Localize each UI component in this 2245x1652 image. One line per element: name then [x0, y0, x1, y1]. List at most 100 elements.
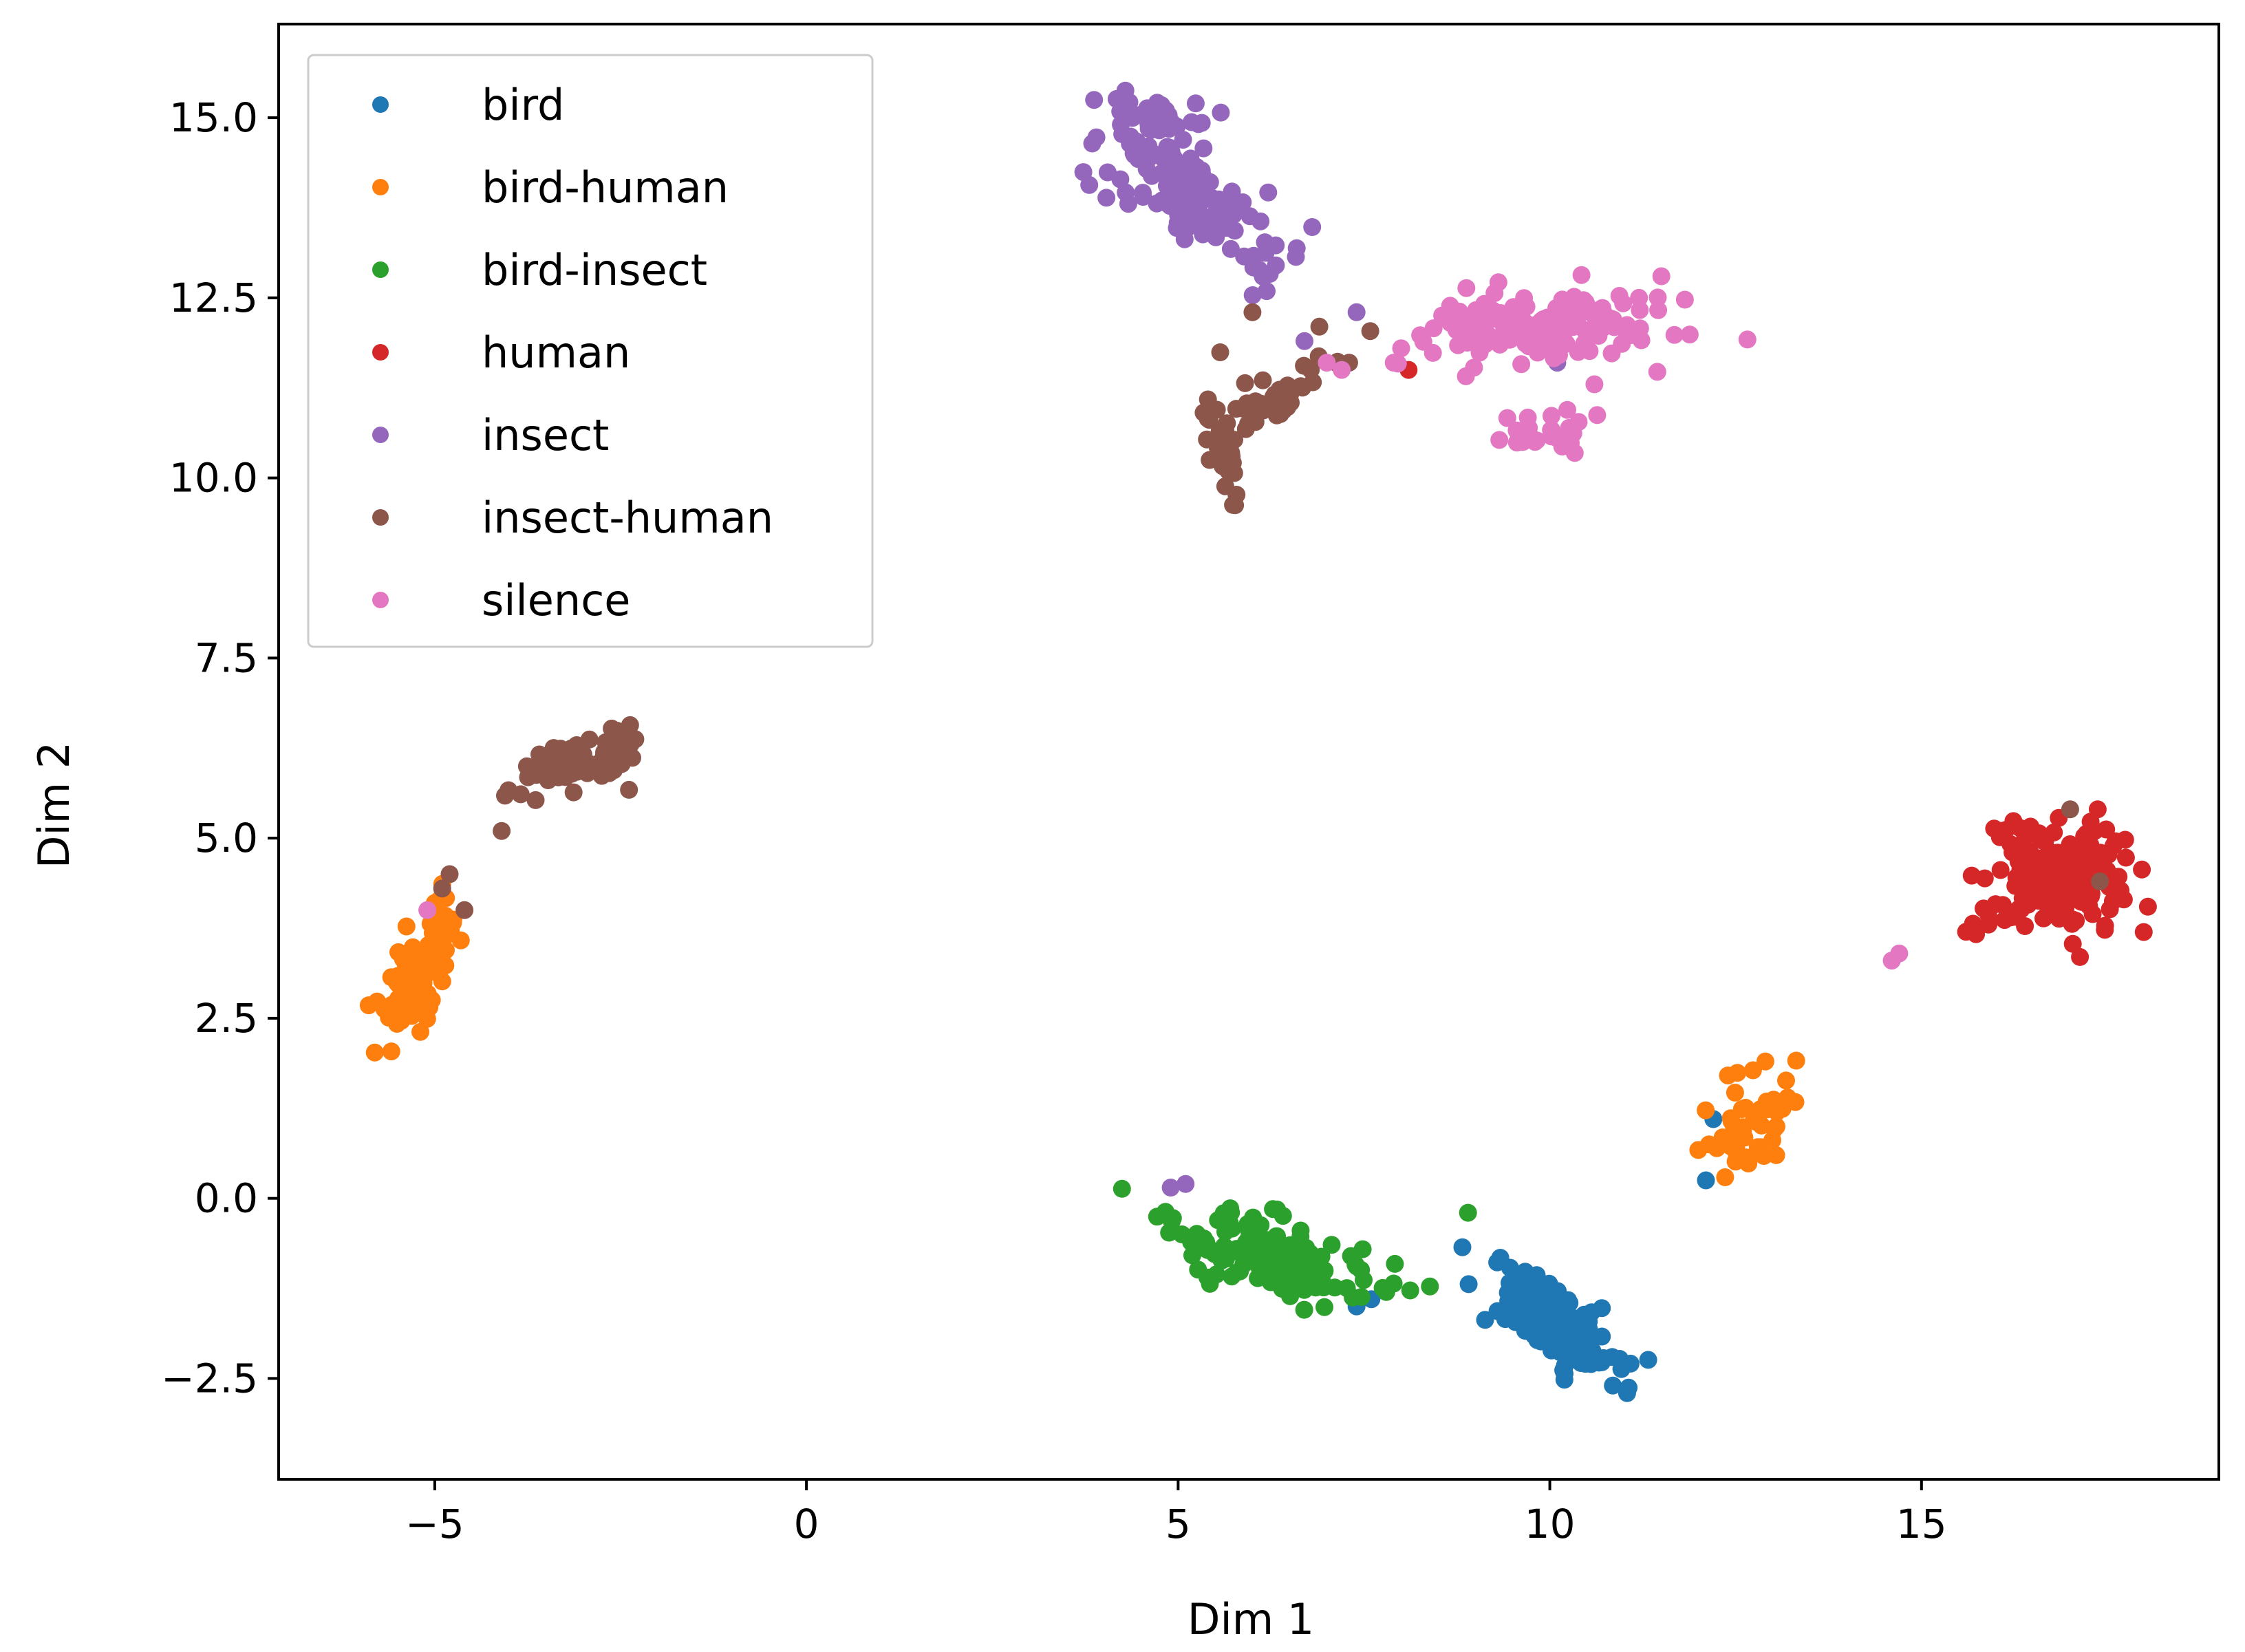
silence-point	[1465, 358, 1483, 377]
bird-insect-point	[1223, 1267, 1241, 1286]
legend-label-silence: silence	[482, 575, 630, 625]
silence-point	[1675, 290, 1694, 309]
bird-insect-point	[1346, 1256, 1365, 1274]
human-point	[2134, 923, 2153, 941]
insect-point	[1180, 191, 1199, 210]
insect-human-point	[1207, 400, 1226, 419]
series-silence	[418, 266, 1909, 970]
bird-insect-point	[1232, 1245, 1251, 1263]
insect-point	[1243, 286, 1262, 304]
bird-human-point	[433, 972, 451, 991]
bird-insect-point	[1295, 1300, 1313, 1319]
y-tick-label: 15.0	[169, 94, 258, 141]
human-point	[2056, 899, 2074, 918]
bird-insect-point	[1307, 1278, 1325, 1297]
insect-point	[1083, 134, 1102, 153]
insect-human-point	[1254, 371, 1272, 389]
human-point	[2097, 820, 2116, 839]
y-tick-label: 12.5	[169, 275, 258, 321]
insect-point	[1098, 163, 1117, 182]
silence-point	[1665, 325, 1684, 344]
bird-point	[1563, 1316, 1582, 1335]
bird-human-point	[1779, 1088, 1797, 1107]
human-point	[2045, 823, 2063, 841]
silence-point	[1575, 334, 1593, 352]
legend-label-human: human	[482, 328, 630, 378]
human-point	[2091, 844, 2109, 862]
silence-point	[1585, 375, 1604, 394]
insect-human-point	[1223, 453, 1242, 472]
insect-point	[1107, 89, 1126, 108]
bird-point	[1488, 1253, 1507, 1272]
insect-human-point	[1236, 374, 1254, 392]
insect-point	[1194, 225, 1212, 244]
silence-point	[1447, 321, 1465, 339]
human-point	[2062, 856, 2081, 875]
insect-point	[1221, 239, 1240, 258]
silence-point	[1490, 431, 1509, 449]
bird-insect-point	[1257, 1267, 1276, 1286]
bird-point	[1582, 1303, 1601, 1322]
legend-marker-silence	[372, 592, 389, 608]
insect-point	[1267, 256, 1285, 275]
insect-point	[1174, 131, 1192, 149]
human-point	[1957, 923, 1975, 941]
human-point	[2049, 866, 2067, 885]
silence-point	[1540, 310, 1558, 329]
insect-point	[1259, 183, 1278, 202]
silence-point	[1517, 297, 1536, 316]
bird-human-point	[418, 1009, 436, 1028]
bird-insect-point	[1221, 1199, 1240, 1218]
silence-point	[1467, 301, 1485, 319]
insect-point	[1141, 103, 1160, 122]
human-point	[2075, 827, 2094, 846]
insect-human-point	[1281, 385, 1300, 403]
insect-point	[1177, 1174, 1195, 1193]
bird-insect-point	[1281, 1287, 1300, 1305]
insect-human-point	[550, 766, 569, 784]
bird-point	[1618, 1384, 1636, 1402]
insect-human-point	[519, 768, 537, 786]
insect-human-point	[1310, 317, 1329, 336]
insect-human-point	[1246, 392, 1265, 411]
human-point	[2103, 892, 2122, 910]
silence-point	[1882, 952, 1901, 970]
silence-point	[1384, 354, 1403, 372]
insect-human-point	[576, 753, 594, 772]
x-tick-label: 10	[1525, 1501, 1576, 1547]
bird-insect-point	[1172, 1225, 1191, 1243]
silence-point	[1738, 330, 1757, 349]
y-tick-label: 5.0	[195, 815, 258, 861]
silence-point	[1504, 298, 1523, 317]
legend-marker-bird-human	[372, 179, 389, 195]
silence-point	[1648, 363, 1666, 381]
human-point	[2138, 897, 2157, 916]
legend-marker-bird	[372, 96, 389, 113]
x-tick-label: 5	[1166, 1501, 1191, 1547]
series-human	[1399, 361, 2157, 966]
human-point	[2033, 873, 2052, 892]
insect-human-point	[526, 791, 545, 809]
insect-point	[1085, 91, 1104, 109]
insect-point	[1186, 164, 1205, 182]
y-tick-label: 7.5	[195, 634, 258, 681]
insect-point	[1347, 303, 1366, 321]
bird-human-point	[1716, 1168, 1734, 1186]
human-point	[2014, 852, 2032, 870]
insect-human-point	[1227, 486, 1246, 504]
bird-human-point	[1697, 1101, 1715, 1119]
bird-human-point	[1745, 1109, 1763, 1128]
bird-point	[1697, 1171, 1715, 1190]
silence-point	[1490, 335, 1509, 354]
y-tick-label: 10.0	[169, 455, 258, 502]
bird-point	[1453, 1238, 1472, 1256]
insect-point	[1134, 188, 1152, 206]
human-point	[2001, 908, 2020, 927]
x-tick-label: 0	[794, 1501, 819, 1547]
bird-point	[1576, 1355, 1595, 1373]
bird-point	[1488, 1302, 1507, 1320]
silence-point	[1414, 332, 1432, 351]
bird-insect-point	[1216, 1223, 1234, 1241]
bird-insect-point	[1315, 1261, 1334, 1280]
insect-human-point	[621, 716, 639, 734]
